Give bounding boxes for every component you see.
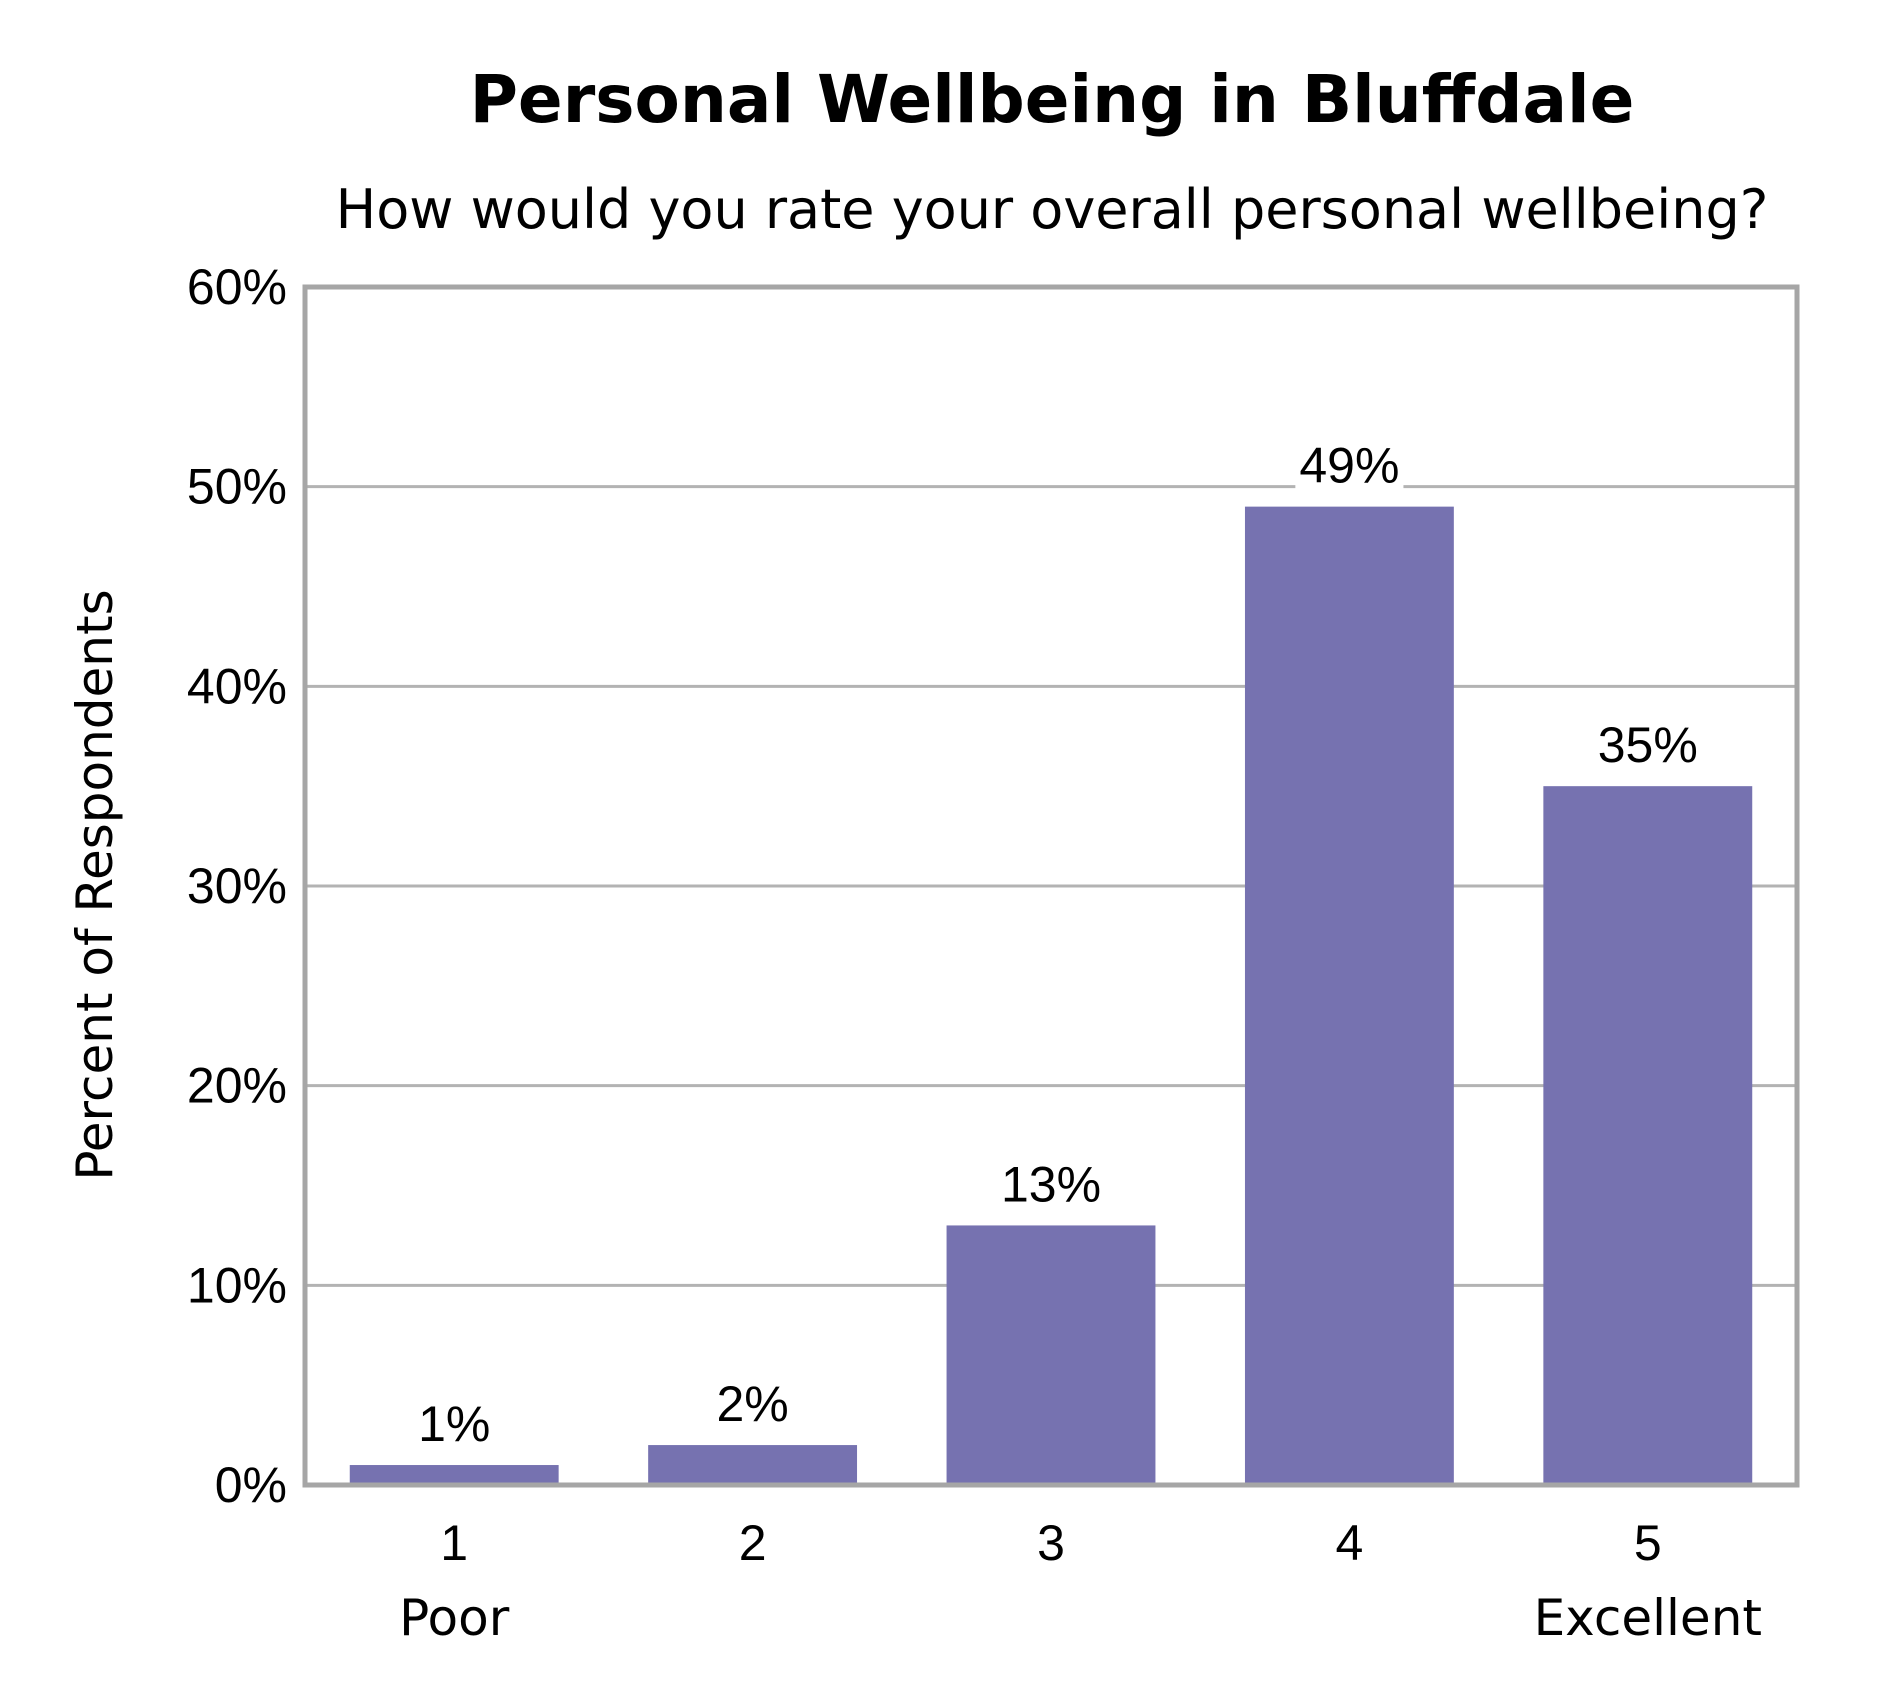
x-tick-label-1: 1 [440, 1515, 468, 1571]
bar-2 [648, 1445, 858, 1485]
y-tick-label-10: 10% [187, 1257, 287, 1313]
bar-3 [946, 1225, 1156, 1485]
data-label-background-3 [996, 1160, 1106, 1209]
bars [349, 506, 1753, 1486]
x-tick-label-3: 3 [1037, 1515, 1065, 1571]
y-tick-label-20: 20% [187, 1058, 287, 1114]
bar-4 [1244, 506, 1454, 1486]
data-label-background-4 [1295, 441, 1404, 490]
bar-5 [1543, 786, 1753, 1485]
data-label-2: 2% [716, 1376, 788, 1432]
x-tick-sublabel-1: Poor [399, 1589, 510, 1647]
y-tick-label-30: 30% [187, 858, 287, 914]
plot-frame [302, 284, 1800, 1488]
y-tick-label-50: 50% [187, 459, 287, 515]
chart-title: Personal Wellbeing in Bluffdale [470, 61, 1635, 138]
x-tick-sublabel-5: Excellent [1534, 1589, 1762, 1647]
y-tick-label-40: 40% [187, 658, 287, 714]
data-label-background-1 [414, 1400, 495, 1449]
data-label-3: 13% [1001, 1156, 1101, 1212]
data-label-1: 1% [418, 1396, 490, 1452]
data-label-4: 49% [1299, 438, 1399, 494]
y-axis-ticks: 0% 10% 20% 30% 40% 50% 60% [187, 259, 287, 1513]
data-labels: 1% 2% 13% 49% 35% [414, 438, 1702, 1452]
x-tick-label-4: 4 [1335, 1515, 1363, 1571]
y-tick-label-0: 0% [215, 1457, 287, 1513]
data-label-5: 35% [1598, 717, 1698, 773]
chart-subtitle: How would you rate your overall personal… [336, 178, 1769, 241]
data-label-background-5 [1593, 721, 1702, 770]
x-axis-ticks: 1 Poor 2 3 4 5 Excellent [399, 1515, 1762, 1647]
x-tick-label-2: 2 [739, 1515, 767, 1571]
data-label-background-2 [712, 1380, 793, 1429]
y-axis-label: Percent of Respondents [66, 589, 124, 1180]
y-tick-label-60: 60% [187, 259, 287, 315]
plot-border [302, 284, 1800, 1488]
bar-1 [349, 1465, 559, 1485]
x-tick-label-5: 5 [1634, 1515, 1662, 1571]
